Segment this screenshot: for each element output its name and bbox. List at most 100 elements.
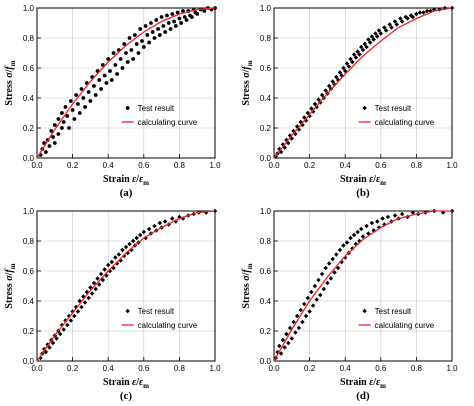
- y-tick-label: 0.8: [23, 237, 35, 246]
- data-point: [316, 277, 321, 283]
- data-point: [86, 90, 91, 94]
- y-tick-label: 0.2: [260, 124, 272, 133]
- data-point: [348, 235, 353, 241]
- data-point: [152, 223, 157, 229]
- x-tick-label: 0.6: [138, 364, 150, 373]
- data-point: [59, 322, 65, 328]
- data-point: [63, 318, 68, 323]
- legend-label-curve: calculating curve: [375, 321, 435, 330]
- data-point: [76, 102, 80, 106]
- data-point: [81, 96, 86, 100]
- legend: Test result calculating curve: [121, 307, 198, 330]
- data-point: [124, 51, 128, 55]
- data-point: [136, 51, 141, 55]
- data-point: [284, 137, 289, 143]
- y-tick-label: 0.4: [260, 297, 272, 306]
- data-point: [61, 120, 66, 124]
- data-point: [310, 303, 316, 308]
- data-point: [60, 126, 64, 130]
- data-point: [65, 322, 70, 328]
- y-tick-label: 1.0: [23, 4, 35, 13]
- data-point: [125, 60, 130, 64]
- x-tick-label: 1.0: [209, 364, 221, 373]
- data-point: [172, 19, 176, 24]
- x-tick-label: 0.6: [375, 364, 387, 373]
- data-point: [61, 327, 66, 332]
- legend-label-test: Test result: [138, 307, 175, 316]
- x-tick-label: 1.0: [446, 161, 458, 170]
- data-point: [314, 297, 319, 302]
- data-point: [275, 349, 280, 355]
- data-point: [56, 117, 61, 121]
- y-tick-label: 0.2: [23, 327, 35, 336]
- data-point: [129, 247, 134, 253]
- data-point: [286, 340, 291, 346]
- data-point: [43, 349, 49, 355]
- data-point: [146, 226, 152, 232]
- data-point: [421, 10, 426, 15]
- data-point: [300, 122, 305, 128]
- data-point: [303, 313, 309, 319]
- data-point: [63, 105, 68, 109]
- data-point: [72, 313, 77, 319]
- chart-svg-a: 0.0 0.2 0.4 0.6 0.8 1.0 0.0 0.2 0.4 0.6 0.8 1.0 Test…: [4, 4, 221, 199]
- data-point: [102, 267, 107, 272]
- legend: Test result calculating curve: [358, 307, 435, 330]
- data-point: [321, 286, 327, 292]
- data-point: [84, 289, 90, 295]
- data-point: [88, 285, 93, 290]
- data-point: [50, 340, 56, 346]
- data-point: [280, 337, 286, 343]
- data-point: [202, 9, 207, 13]
- data-point: [307, 309, 312, 314]
- data-point: [398, 16, 403, 21]
- calculating-curve-line: [36, 210, 216, 362]
- plot-frame: [36, 7, 216, 159]
- x-axis-label: Strain ε/εm: [103, 174, 149, 187]
- data-point: [173, 24, 178, 28]
- data-point: [66, 313, 72, 319]
- y-tick-label: 1.0: [260, 207, 272, 216]
- data-point: [367, 40, 373, 45]
- data-point: [41, 346, 47, 352]
- x-tick-label: 0.8: [174, 161, 186, 170]
- data-point: [303, 118, 309, 123]
- y-axis-label: Stress σ/fm: [4, 60, 17, 105]
- data-point: [83, 105, 87, 109]
- data-point: [47, 345, 52, 350]
- legend-label-curve: calculating curve: [138, 321, 198, 330]
- panel-b: 0.0 0.2 0.4 0.6 0.8 1.0 0.0 0.2 0.4 0.6 0.8 1.0 Test…: [237, 0, 474, 203]
- data-point: [189, 15, 194, 19]
- data-point: [287, 133, 293, 138]
- data-point: [70, 108, 75, 112]
- calculating-curve-line: [273, 7, 453, 159]
- data-point: [143, 24, 148, 28]
- data-point: [163, 30, 168, 34]
- data-point: [57, 331, 63, 337]
- data-point: [123, 244, 129, 250]
- data-point: [115, 72, 119, 76]
- data-point: [38, 355, 43, 361]
- data-point: [118, 258, 123, 263]
- plot-frame: [273, 7, 453, 159]
- data-point: [319, 92, 325, 98]
- data-point: [286, 140, 291, 146]
- data-point: [334, 252, 339, 257]
- data-point: [134, 235, 139, 241]
- data-point: [56, 132, 61, 136]
- data-point: [312, 283, 318, 289]
- data-point: [442, 5, 448, 11]
- y-tick-label: 0.6: [23, 64, 35, 73]
- data-point: [179, 21, 184, 25]
- plot-frame: [273, 210, 453, 362]
- data-point: [346, 64, 351, 69]
- data-point: [307, 113, 312, 119]
- y-tick-label: 0.0: [260, 357, 272, 366]
- data-point: [102, 73, 107, 78]
- data-point: [86, 295, 91, 301]
- panel-label: (c): [120, 390, 133, 402]
- data-point: [357, 52, 362, 57]
- data-point: [351, 52, 357, 57]
- x-axis-label: Strain ε/εm: [340, 377, 386, 390]
